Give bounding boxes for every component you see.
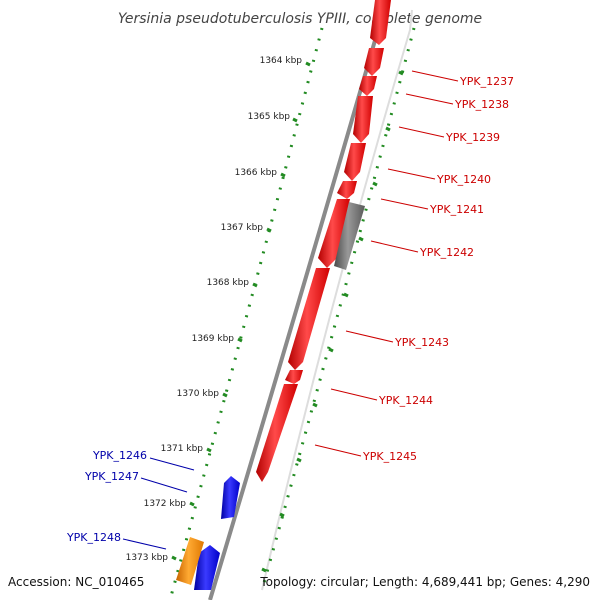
gene-label[interactable]: YPK_1240 — [436, 173, 491, 186]
gene-arrow[interactable] — [344, 143, 366, 181]
forward-gene-labels: YPK_1237 YPK_1238 YPK_1239 YPK_1240 YPK_… — [314, 70, 514, 463]
gene-arrow[interactable] — [285, 370, 303, 384]
tick-label: 1365 kbp — [248, 112, 291, 122]
tick-label: 1373 kbp — [126, 553, 169, 563]
gene-label[interactable]: YPK_1244 — [378, 394, 433, 407]
tick-dots-left — [168, 27, 324, 600]
gene-label[interactable]: YPK_1238 — [454, 98, 509, 111]
tick-label: 1367 kbp — [221, 223, 264, 233]
gene-label[interactable]: YPK_1248 — [66, 531, 121, 544]
tick-label: 1368 kbp — [207, 278, 250, 288]
gene-label[interactable]: YPK_1239 — [445, 131, 500, 144]
forward-gene-track — [256, 0, 391, 482]
topology-text: Topology: circular; Length: 4,689,441 bp… — [259, 575, 590, 589]
tick-label: 1372 kbp — [144, 499, 187, 509]
tick-label: 1366 kbp — [235, 168, 278, 178]
tick-label: 1364 kbp — [260, 56, 303, 66]
gene-label[interactable]: YPK_1241 — [429, 203, 484, 216]
tick-label: 1371 kbp — [161, 444, 204, 454]
gene-arrow[interactable] — [370, 0, 391, 45]
reverse-gene-labels: YPK_1246 YPK_1247 YPK_1248 — [66, 449, 195, 550]
gene-arrow[interactable] — [353, 96, 373, 143]
tick-marks — [171, 61, 404, 573]
orange-gene[interactable] — [176, 537, 204, 585]
gene-label[interactable]: YPK_1247 — [84, 470, 139, 483]
accession-text: Accession: NC_010465 — [8, 575, 144, 589]
gene-label[interactable]: YPK_1243 — [394, 336, 449, 349]
tick-label: 1370 kbp — [177, 389, 220, 399]
gene-arrow[interactable] — [288, 268, 330, 370]
outer-guide-arc — [261, 9, 413, 591]
tick-dots-right — [260, 27, 416, 591]
tick-label: 1369 kbp — [192, 334, 235, 344]
gene-arrow[interactable] — [194, 545, 220, 590]
gene-arrow[interactable] — [221, 476, 240, 519]
gene-label[interactable]: YPK_1245 — [362, 450, 417, 463]
gene-arrow[interactable] — [364, 48, 384, 76]
gene-label[interactable]: YPK_1246 — [92, 449, 147, 462]
gene-arrow[interactable] — [256, 384, 298, 482]
gene-arrow[interactable] — [318, 199, 350, 268]
map-title: Yersinia pseudotuberculosis YPIII, compl… — [118, 11, 482, 27]
backbone-arc — [208, 9, 383, 600]
reverse-gene-track — [176, 476, 240, 590]
gene-arrow[interactable] — [337, 181, 357, 199]
gene-arrow[interactable] — [359, 76, 377, 96]
gene-label[interactable]: YPK_1237 — [459, 75, 514, 88]
gene-label[interactable]: YPK_1242 — [419, 246, 474, 259]
gray-gene[interactable] — [334, 202, 365, 270]
